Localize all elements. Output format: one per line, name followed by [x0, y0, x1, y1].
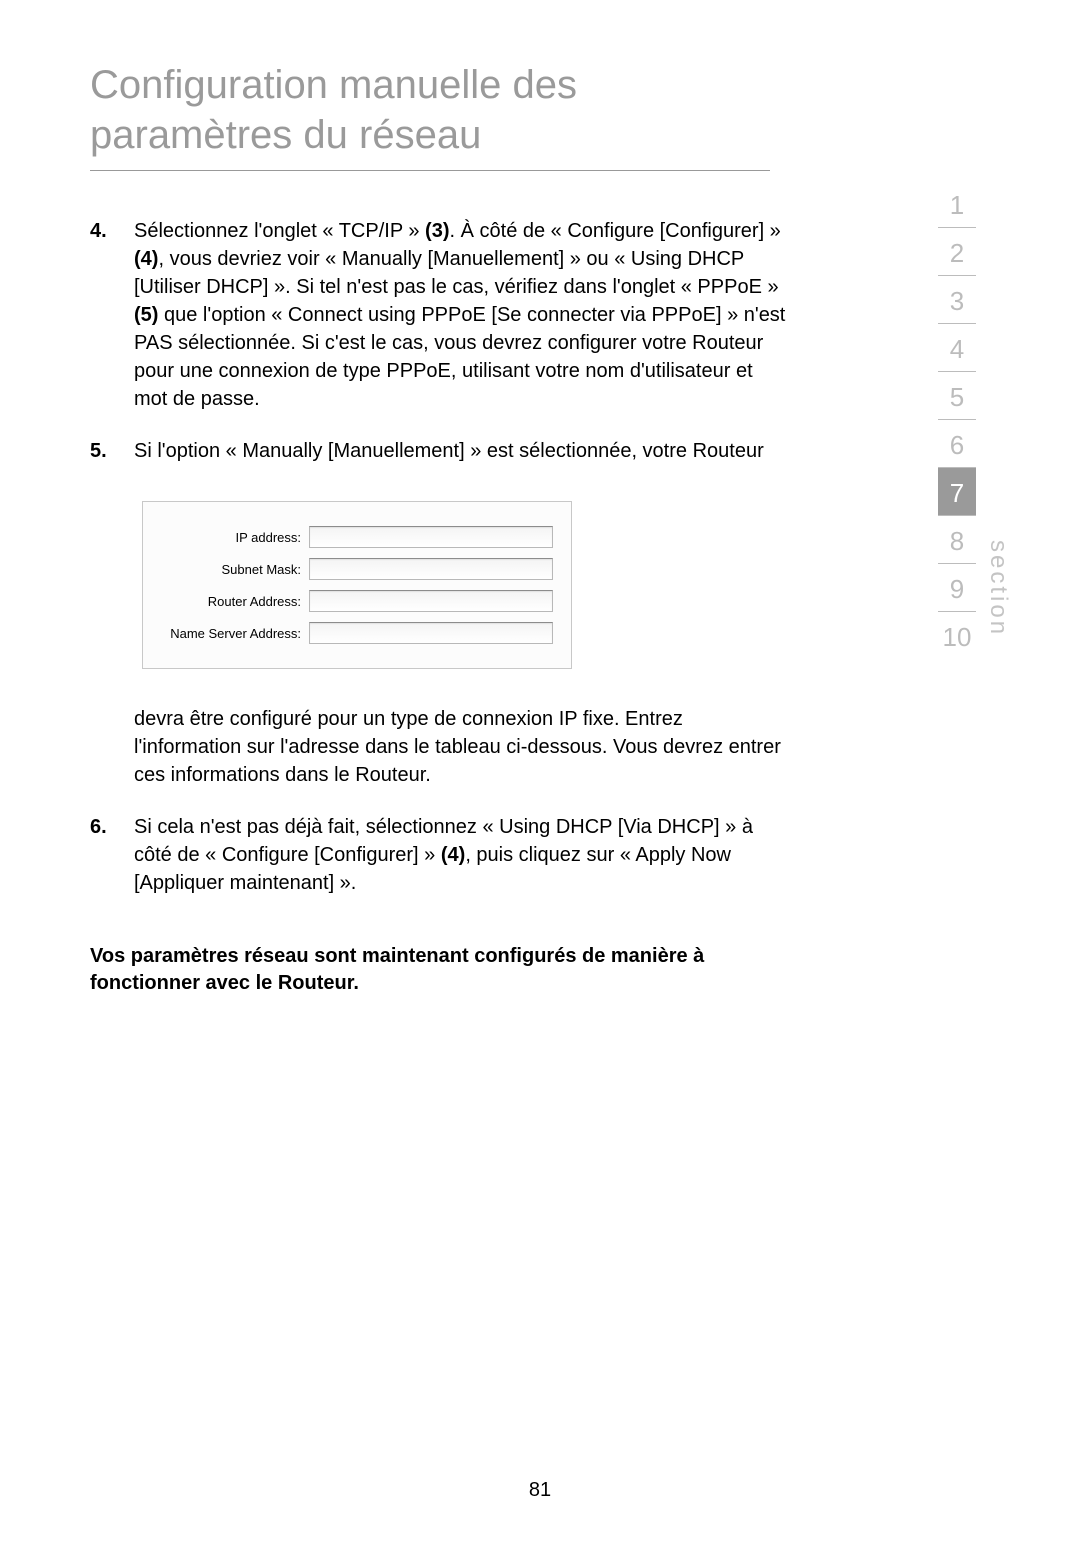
paragraph-continuation: devra être configuré pour un type de con…	[134, 705, 790, 789]
closing-statement: Vos paramètres réseau sont maintenant co…	[90, 943, 790, 997]
section-nav-item-1[interactable]: 1	[938, 180, 976, 228]
ref-marker: (3)	[425, 220, 449, 242]
section-nav-list: 12345678910	[938, 180, 976, 659]
section-label: section	[984, 540, 1012, 637]
ref-marker: (5)	[134, 304, 158, 326]
section-nav-item-9[interactable]: 9	[938, 564, 976, 612]
list-text: Si l'option « Manually [Manuellement] » …	[134, 437, 790, 465]
page-title: Configuration manuelle des paramètres du…	[90, 60, 770, 171]
list-item-5: 5. Si l'option « Manually [Manuellement]…	[90, 437, 790, 465]
text: , vous devriez voir « Manually [Manuelle…	[134, 248, 779, 298]
section-nav-item-4[interactable]: 4	[938, 324, 976, 372]
section-nav-item-10[interactable]: 10	[938, 612, 976, 659]
section-nav: 12345678910 section	[938, 180, 1012, 659]
ip-label: IP address:	[161, 530, 309, 545]
ref-marker: (4)	[441, 844, 465, 866]
section-nav-item-6[interactable]: 6	[938, 420, 976, 468]
ip-input[interactable]	[309, 526, 553, 548]
subnet-label: Subnet Mask:	[161, 562, 309, 577]
form-row-dns: Name Server Address:	[161, 622, 553, 644]
text: que l'option « Connect using PPPoE [Se c…	[134, 304, 785, 410]
ref-marker: (4)	[134, 248, 158, 270]
dns-input[interactable]	[309, 622, 553, 644]
section-nav-item-3[interactable]: 3	[938, 276, 976, 324]
list-number: 5.	[90, 437, 134, 465]
document-page: Configuration manuelle des paramètres du…	[0, 0, 1080, 1037]
list-text: Sélectionnez l'onglet « TCP/IP » (3). À …	[134, 217, 790, 413]
dns-label: Name Server Address:	[161, 626, 309, 641]
page-number: 81	[0, 1479, 1080, 1502]
network-form-box: IP address: Subnet Mask: Router Address:…	[142, 501, 572, 669]
form-row-router: Router Address:	[161, 590, 553, 612]
form-row-ip: IP address:	[161, 526, 553, 548]
list-item-4: 4. Sélectionnez l'onglet « TCP/IP » (3).…	[90, 217, 790, 413]
list-item-6: 6. Si cela n'est pas déjà fait, sélectio…	[90, 813, 790, 897]
section-nav-item-2[interactable]: 2	[938, 228, 976, 276]
text: . À côté de « Configure [Configurer] »	[450, 220, 781, 242]
router-input[interactable]	[309, 590, 553, 612]
content-body: 4. Sélectionnez l'onglet « TCP/IP » (3).…	[90, 217, 790, 997]
section-nav-item-8[interactable]: 8	[938, 516, 976, 564]
text: Sélectionnez l'onglet « TCP/IP »	[134, 220, 425, 242]
section-nav-item-7[interactable]: 7	[938, 468, 976, 516]
list-number: 6.	[90, 813, 134, 897]
router-label: Router Address:	[161, 594, 309, 609]
subnet-input[interactable]	[309, 558, 553, 580]
form-row-subnet: Subnet Mask:	[161, 558, 553, 580]
list-text: Si cela n'est pas déjà fait, sélectionne…	[134, 813, 790, 897]
list-number: 4.	[90, 217, 134, 413]
section-nav-item-5[interactable]: 5	[938, 372, 976, 420]
